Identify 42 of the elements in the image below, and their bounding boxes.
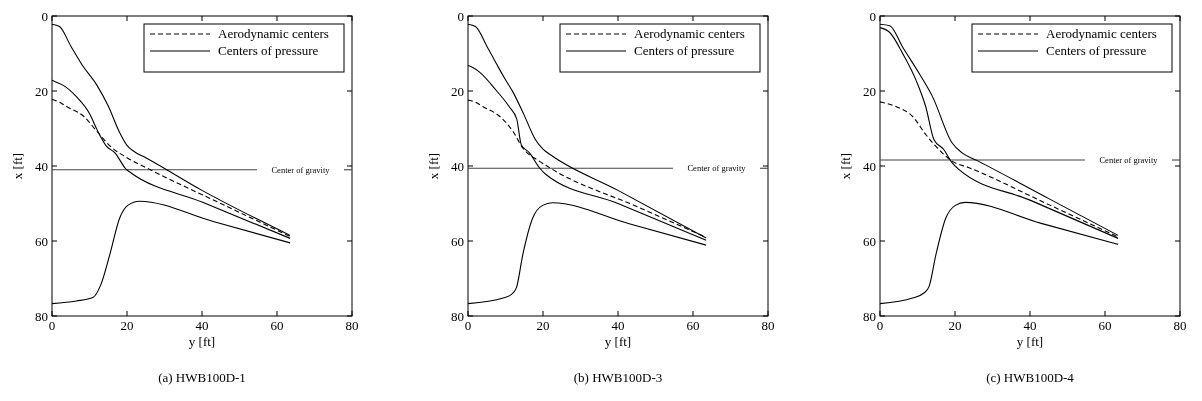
y-tick-label: 20	[35, 83, 48, 99]
x-tick-label: 20	[120, 318, 134, 333]
y-tick-label: 40	[451, 158, 464, 174]
y-tick-label: 0	[457, 8, 464, 24]
x-tick-label: 80	[1173, 318, 1187, 333]
text: (a) HWB100D-1	[158, 370, 246, 385]
x-axis-title: y [ft]	[1016, 334, 1044, 349]
x-tick-label: 40	[611, 318, 625, 333]
y-tick-label: 60	[35, 233, 48, 249]
y-tick-label: 60	[863, 233, 876, 249]
y-axis-title: x [ft]	[426, 152, 441, 180]
y-tick-label: 60	[451, 233, 464, 249]
ref-line-label: Center of gravity	[271, 164, 331, 175]
text: (b) HWB100D-3	[573, 370, 663, 385]
y-tick-label: 40	[35, 158, 48, 174]
legend-label: Aerodynamic centers	[218, 26, 329, 41]
legend-label: Centers of pressure	[1046, 43, 1147, 58]
x-tick-label: 80	[761, 318, 775, 333]
legend-label: Centers of pressure	[634, 43, 735, 58]
legend-label: Aerodynamic centers	[634, 26, 745, 41]
y-tick-label: 0	[869, 8, 876, 24]
y-tick-label: 20	[451, 83, 464, 99]
text: (c) HWB100D-4	[986, 370, 1075, 385]
y-axis-title: x [ft]	[10, 152, 25, 180]
y-tick-label: 40	[863, 158, 876, 174]
ref-line-label: Center of gravity	[1099, 155, 1159, 165]
legend-label: Aerodynamic centers	[1046, 26, 1157, 41]
x-tick-label: 40	[1023, 318, 1037, 333]
y-tick-label: 20	[863, 83, 876, 99]
x-tick-label: 60	[1098, 318, 1112, 333]
legend-label: Centers of pressure	[218, 43, 319, 58]
y-tick-label: 0	[41, 8, 48, 24]
x-tick-label: 40	[195, 318, 209, 333]
x-tick-label: 80	[345, 318, 359, 333]
x-tick-label: 20	[948, 318, 962, 333]
y-axis-title: x [ft]	[838, 152, 853, 180]
x-axis-title: y [ft]	[604, 334, 632, 349]
x-axis-title: y [ft]	[188, 334, 216, 349]
x-tick-label: 60	[270, 318, 284, 333]
x-tick-label: 20	[536, 318, 550, 333]
x-tick-label: 60	[686, 318, 700, 333]
ref-line-label: Center of gravity	[687, 163, 747, 174]
